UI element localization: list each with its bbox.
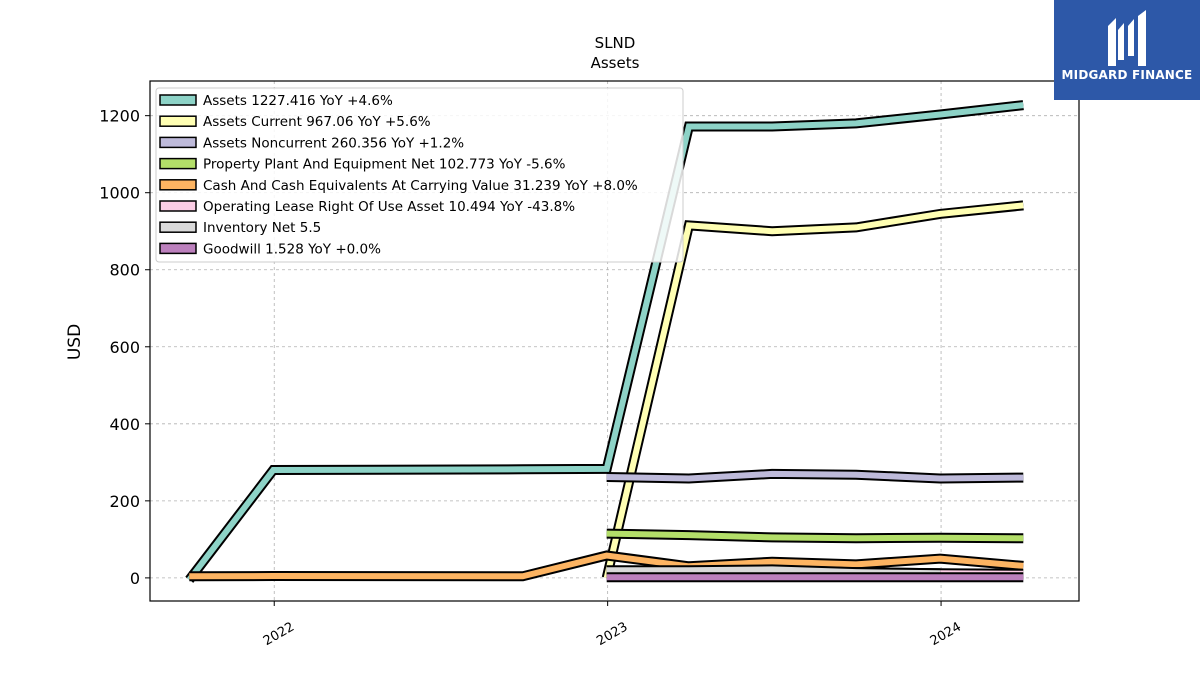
y-tick-label: 0 <box>130 569 140 588</box>
x-tick-label: 2024 <box>928 620 964 650</box>
legend-swatch <box>159 136 197 149</box>
plot-frame <box>149 80 1080 602</box>
legend-entry: Inventory Net 5.5 <box>203 220 321 236</box>
series-line <box>606 470 1024 482</box>
brand-name: MIDGARD FINANCE <box>1061 68 1193 82</box>
y-tick-label: 1000 <box>99 184 140 203</box>
y-axis-label: USD <box>65 324 85 360</box>
legend-swatch <box>159 115 197 127</box>
legend-entry: Operating Lease Right Of Use Asset 10.49… <box>203 199 575 215</box>
legend: Assets 1227.416 YoY +4.6% Assets Current … <box>155 87 684 263</box>
y-tick-label: 800 <box>109 261 140 280</box>
legend-entry: Goodwill 1.528 YoY +0.0% <box>203 241 381 257</box>
brand-logo: MIDGARD FINANCE <box>1054 0 1200 100</box>
series-lines <box>185 100 1024 583</box>
legend-entry: Cash And Cash Equivalents At Carrying Va… <box>203 178 638 194</box>
legend-swatch <box>159 242 197 255</box>
legend-frame <box>155 87 684 263</box>
series-line <box>603 202 1024 579</box>
axis-ticks: 0 200 400 600 800 1000 1200 2022 2023 2024 <box>99 107 964 649</box>
legend-entry: Assets 1227.416 YoY +4.6% <box>203 93 393 109</box>
legend-swatch <box>159 179 197 191</box>
series-line <box>606 530 1024 542</box>
legend-entry: Assets Current 967.06 YoY +5.6% <box>203 114 431 130</box>
legend-entry: Assets Noncurrent 260.356 YoY +1.2% <box>203 135 464 151</box>
series-line <box>186 102 1024 582</box>
legend-swatch <box>159 94 197 106</box>
x-tick-label: 2022 <box>261 620 297 650</box>
legend-swatch <box>159 157 197 170</box>
legend-swatch <box>159 200 197 212</box>
y-tick-label: 600 <box>109 338 140 357</box>
chart-title: SLND <box>595 34 636 52</box>
y-tick-label: 1200 <box>99 107 140 126</box>
y-tick-label: 200 <box>109 492 140 511</box>
legend-swatch <box>159 221 197 233</box>
y-tick-label: 400 <box>109 415 140 434</box>
legend-entry: Property Plant And Equipment Net 102.773… <box>203 157 566 173</box>
x-tick-label: 2023 <box>594 620 630 650</box>
midgard-m-logo-icon <box>1108 10 1146 66</box>
chart-subtitle: Assets <box>591 54 640 72</box>
